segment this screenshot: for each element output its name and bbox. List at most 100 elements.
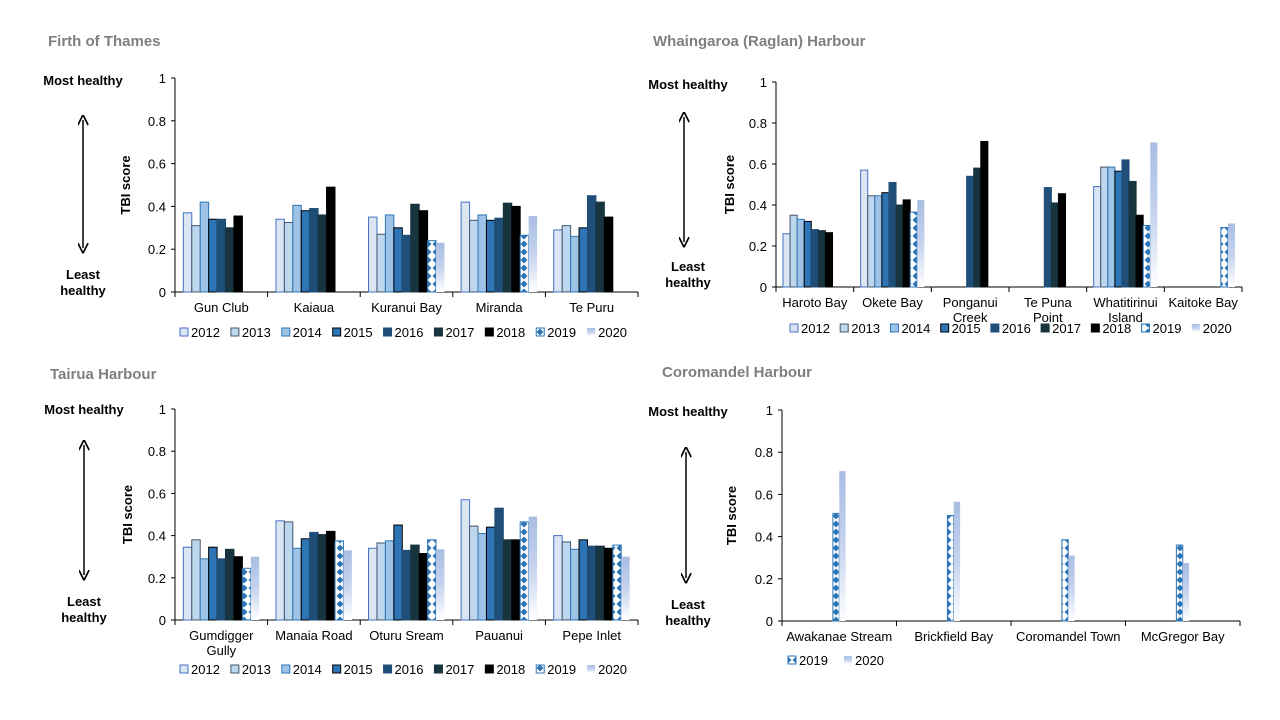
least-healthy-label: Least healthy bbox=[665, 259, 711, 290]
legend-swatch-2020 bbox=[587, 328, 596, 336]
x-tick-label-line: Gumdigger bbox=[189, 628, 254, 643]
most-healthy-label: Most healthy bbox=[44, 402, 124, 417]
y-tick-label: 1 bbox=[159, 402, 166, 417]
bar-2017 bbox=[817, 230, 826, 288]
most-healthy-label: Most healthy bbox=[648, 77, 728, 92]
bar-2019 bbox=[832, 512, 840, 622]
bar-2014 bbox=[796, 218, 805, 288]
bar-2012 bbox=[368, 547, 378, 621]
x-tick-label-line: Creek bbox=[953, 310, 988, 325]
x-tick-label: Pepe Inlet bbox=[562, 628, 621, 643]
bar-2013 bbox=[283, 221, 294, 293]
x-tick-label: Kaitoke Bay bbox=[1168, 295, 1238, 310]
x-tick-label: Awakanae Stream bbox=[786, 629, 892, 644]
least-healthy-label: Least healthy bbox=[665, 597, 711, 628]
x-tick-label-line: Ponganui bbox=[943, 295, 998, 310]
bar-2015 bbox=[485, 219, 496, 293]
legend-swatch-2014 bbox=[281, 664, 291, 674]
bar-2019 bbox=[519, 234, 530, 293]
x-tick-label: Pauanui bbox=[475, 628, 523, 643]
x-tick-label-line: Gully bbox=[206, 643, 236, 658]
bar-2015 bbox=[300, 538, 311, 621]
least-healthy-label: Least healthy bbox=[61, 594, 107, 625]
x-tick-label-line: Kaiaua bbox=[294, 300, 335, 315]
bar-2020 bbox=[436, 549, 445, 620]
bar-2019 bbox=[1061, 539, 1069, 622]
x-tick-label-line: Point bbox=[1033, 310, 1063, 325]
y-tick-label: 0.4 bbox=[148, 199, 166, 214]
bar-2015 bbox=[208, 546, 218, 621]
bar-2019 bbox=[427, 240, 437, 293]
legend-label: 2019 bbox=[547, 325, 576, 340]
bar-2020 bbox=[953, 501, 961, 621]
bar-2012 bbox=[275, 520, 285, 621]
bar-2012 bbox=[182, 212, 193, 293]
x-tick-label-line: Miranda bbox=[476, 300, 524, 315]
bar-2020 bbox=[621, 556, 630, 620]
bar-2018 bbox=[418, 553, 429, 621]
panel-title-firth: Firth of Thames bbox=[48, 33, 161, 50]
bar-2018 bbox=[980, 140, 989, 288]
x-tick-label-line: Pepe Inlet bbox=[562, 628, 621, 643]
x-tick-label-line: Te Puna bbox=[1024, 295, 1072, 310]
bar-2016 bbox=[401, 234, 412, 293]
legend-label: 2018 bbox=[496, 662, 525, 677]
bar-2019 bbox=[427, 539, 437, 621]
bar-2015 bbox=[1114, 170, 1123, 288]
legend-swatch-2016 bbox=[383, 664, 393, 674]
legend-swatch-2015 bbox=[940, 323, 950, 333]
y-tick-label: 0.4 bbox=[749, 198, 767, 213]
bar-2014 bbox=[570, 235, 580, 293]
bar-2012 bbox=[553, 535, 563, 621]
bar-2017 bbox=[595, 201, 605, 293]
x-tick-label: Haroto Bay bbox=[782, 295, 848, 310]
x-tick-label: McGregor Bay bbox=[1141, 629, 1225, 644]
legend-swatch-2014 bbox=[889, 323, 899, 333]
x-tick-label: Coromandel Town bbox=[1016, 629, 1121, 644]
bar-2018 bbox=[1135, 214, 1144, 288]
bar-2014 bbox=[384, 214, 395, 293]
legend-swatch-2020 bbox=[844, 656, 852, 664]
legend-swatch-2013 bbox=[230, 664, 240, 674]
x-tick-label-line: Brickfield Bay bbox=[914, 629, 993, 644]
y-tick-label: 0 bbox=[159, 613, 166, 628]
y-tick-label: 0.8 bbox=[749, 116, 767, 131]
bar-2019 bbox=[1175, 544, 1184, 622]
bar-2018 bbox=[603, 547, 614, 621]
bar-2020 bbox=[343, 550, 352, 620]
legend-swatch-2016 bbox=[990, 323, 1000, 333]
bar-2016 bbox=[309, 531, 319, 621]
bar-2015 bbox=[393, 227, 403, 293]
bar-2016 bbox=[966, 175, 975, 288]
bar-2019 bbox=[519, 521, 530, 621]
legend-label: 2012 bbox=[801, 321, 830, 336]
y-tick-label: 0.8 bbox=[148, 114, 166, 129]
bar-2019 bbox=[612, 544, 622, 621]
bar-2013 bbox=[283, 521, 294, 621]
bar-2019 bbox=[1142, 225, 1151, 288]
bar-2020 bbox=[250, 556, 260, 620]
bar-2016 bbox=[216, 558, 227, 621]
legend-swatch-2015 bbox=[332, 327, 342, 337]
y-tick-label: 0.8 bbox=[148, 444, 166, 459]
legend-label: 2019 bbox=[547, 662, 576, 677]
legend-label: 2020 bbox=[598, 325, 627, 340]
x-tick-label: Manaia Road bbox=[275, 628, 352, 643]
bar-2019 bbox=[1220, 227, 1229, 288]
y-tick-label: 0.6 bbox=[148, 486, 166, 501]
bar-2012 bbox=[782, 233, 791, 288]
bar-2014 bbox=[199, 558, 210, 621]
bar-2017 bbox=[973, 167, 982, 288]
legend-label: 2014 bbox=[293, 662, 322, 677]
legend-swatch-2019 bbox=[787, 655, 797, 665]
bar-2020 bbox=[839, 471, 846, 621]
x-tick-label: Kaiaua bbox=[294, 300, 335, 315]
legend-label: 2013 bbox=[851, 321, 880, 336]
x-tick-label-line: Coromandel Town bbox=[1016, 629, 1121, 644]
bar-2017 bbox=[1128, 180, 1137, 288]
y-tick-label: 0.4 bbox=[755, 530, 773, 545]
x-tick-label-line: Oturu Sream bbox=[369, 628, 443, 643]
bar-2017 bbox=[1050, 202, 1059, 288]
bar-2020 bbox=[1182, 562, 1190, 621]
x-tick-label-line: Te Puru bbox=[569, 300, 614, 315]
